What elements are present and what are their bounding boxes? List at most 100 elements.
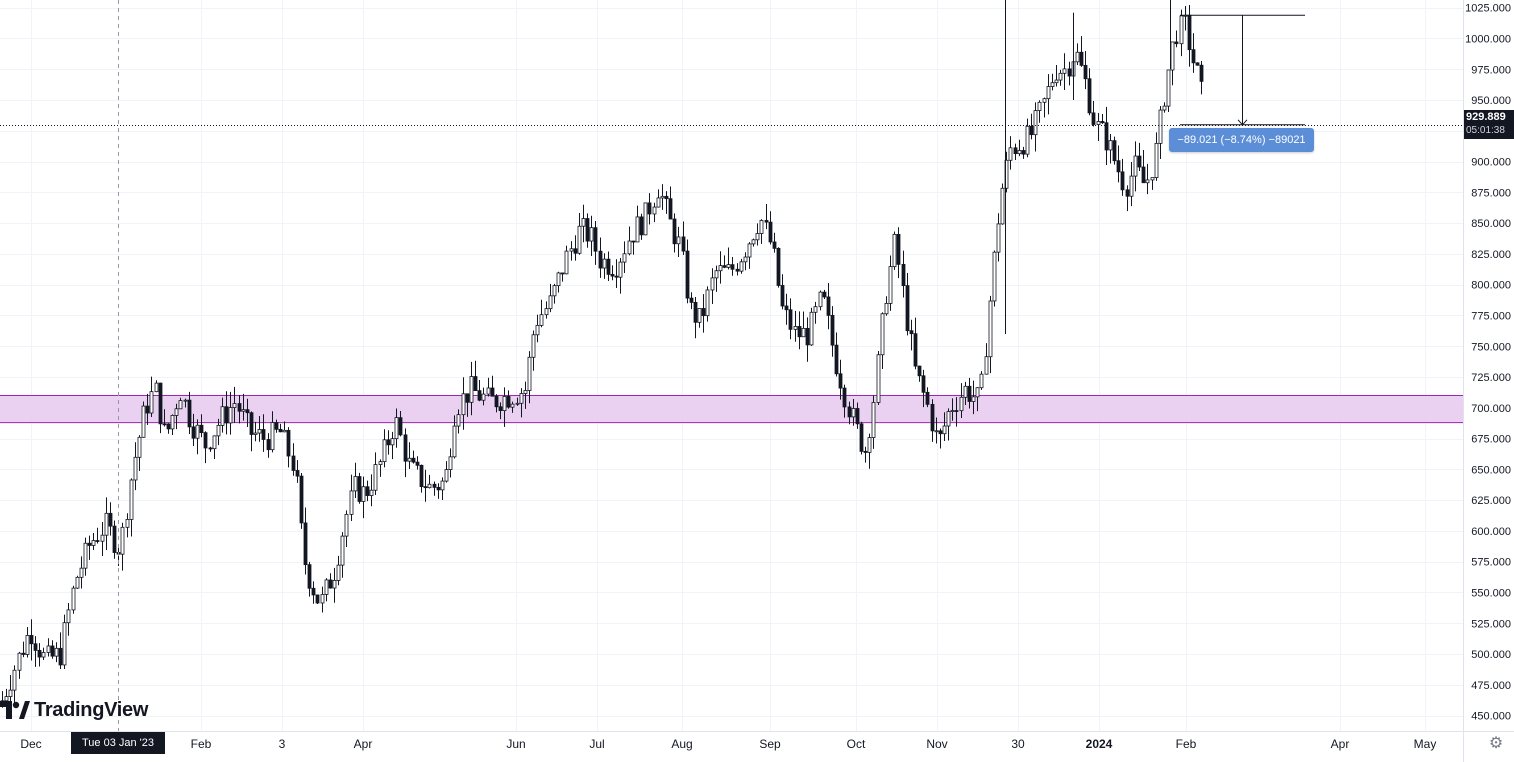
candle-down [788,309,793,330]
candle-up [515,402,520,405]
candle-up [456,414,461,427]
candle-up [1017,150,1022,155]
candle-up [216,424,221,437]
candle-down [21,652,26,655]
candle-up [141,405,146,438]
candle-down [37,649,42,658]
candle-up [241,409,246,412]
candle-down [585,218,590,242]
candle-down [1125,189,1130,197]
candle-up [481,393,486,401]
tradingview-logo[interactable]: TradingView [0,697,148,723]
candle-down [311,587,316,596]
candle-up [988,300,993,358]
candle-down [419,464,424,488]
candle-up [539,314,544,326]
measure-label: −89.021 (−8.74%) −89021 [1169,128,1314,152]
candle-down [158,382,163,425]
price-tick-label: 850.000 [1471,218,1511,230]
candle-up [1154,142,1159,178]
candle-up [971,396,976,402]
candle-up [963,385,968,398]
candle-down [847,406,852,418]
candle-down [436,486,441,491]
candle-up [635,216,640,243]
price-tick-label: 450.000 [1471,711,1511,723]
candle-up [1046,86,1051,100]
candle-down [730,264,735,270]
candle-up [535,324,540,336]
price-tick-label: 825.000 [1471,249,1511,261]
candle-up [129,479,134,520]
candle-up [618,261,623,278]
candle-down [859,423,864,452]
candle-down [598,250,603,269]
candle-down [631,240,636,243]
candle-down [938,430,943,435]
measure-arrowhead [1237,119,1248,126]
candle-up [407,457,412,462]
price-tick-label: 575.000 [1471,557,1511,569]
candle-up [718,265,723,272]
candle-up [946,411,951,427]
candle-up [25,635,30,655]
candle-up [871,402,876,438]
candle-down [834,344,839,375]
candle-down [291,455,296,471]
candle-up [697,308,702,323]
candle-down [1079,51,1084,66]
settings-gear-icon[interactable]: ⚙ [1488,735,1504,752]
candle-down [274,422,279,430]
candle-up [643,202,648,236]
candle-down [423,486,428,489]
candle-up [950,410,955,412]
candle-up [656,197,661,208]
candle-down [901,263,906,287]
tradingview-logo-icon [0,701,30,719]
candle-up [340,535,345,566]
candle-up [133,456,138,481]
candle-up [747,243,752,258]
candle-down [917,365,922,377]
candle-up [369,489,374,496]
candle-up [1162,105,1167,111]
candle-down [245,409,250,414]
candle-up [382,439,387,463]
candle-up [220,406,225,426]
candle-down [573,248,578,254]
candle-up [361,486,366,502]
candle-up [523,390,528,394]
candle-up [486,387,491,395]
candle-down [465,393,470,403]
candle-up [440,480,445,491]
time-tick-label: Aug [671,737,692,751]
candle-down [506,396,511,408]
candle-down [299,475,304,524]
candle-up [427,483,432,489]
candle-up [390,438,395,446]
candle-down [838,373,843,389]
candle-down [1116,160,1121,173]
candle-up [1133,155,1138,177]
candle-down [199,424,204,434]
candle-up [652,206,657,215]
candle-down [896,233,901,265]
candle-up [660,195,665,199]
candle-up [212,435,217,450]
candle-down [909,330,914,335]
candle-up [253,432,258,435]
price-tick-label: 950.000 [1471,95,1511,107]
candle-down [1174,41,1179,45]
candle-down [415,461,420,466]
candle-down [954,410,959,412]
current-price-badge: 929.889 05:01:38 [1464,110,1514,139]
candle-up [884,303,889,315]
candle-up [577,225,582,254]
candle-up [1096,121,1101,125]
candle-down [768,221,773,243]
candle-up [12,669,17,691]
candle-up [627,240,632,255]
time-tick-label: Feb [1176,737,1197,751]
